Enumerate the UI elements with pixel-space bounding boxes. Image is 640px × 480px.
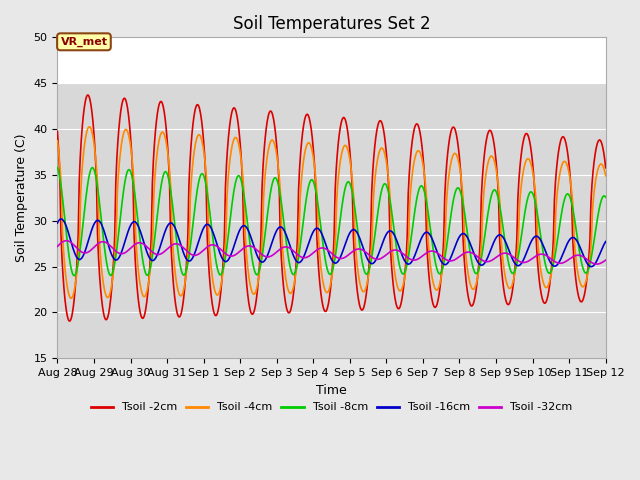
Tsoil -2cm — [262, 127, 270, 132]
Tsoil -16cm — [365, 258, 372, 264]
Tsoil -2cm — [563, 141, 570, 147]
Tsoil -8cm — [602, 194, 609, 200]
Tsoil -2cm — [365, 262, 373, 267]
Tsoil -2cm — [66, 318, 74, 324]
Text: VR_met: VR_met — [60, 36, 108, 47]
Tsoil -4cm — [576, 279, 584, 285]
Line: Tsoil -2cm: Tsoil -2cm — [58, 95, 605, 321]
Tsoil -4cm — [602, 173, 609, 179]
Bar — [58, 37, 605, 83]
Tsoil -8cm — [562, 193, 570, 199]
Tsoil -32cm — [593, 261, 600, 267]
Tsoil -2cm — [84, 92, 92, 98]
Line: Tsoil -32cm: Tsoil -32cm — [58, 240, 605, 264]
Tsoil -4cm — [365, 268, 373, 274]
Tsoil -4cm — [548, 266, 556, 272]
Tsoil -8cm — [124, 168, 131, 174]
Tsoil -2cm — [54, 129, 61, 134]
Tsoil -16cm — [54, 220, 61, 226]
Tsoil -16cm — [588, 264, 595, 270]
Tsoil -16cm — [602, 239, 609, 244]
Tsoil -16cm — [262, 256, 269, 262]
Line: Tsoil -16cm: Tsoil -16cm — [58, 219, 605, 267]
Tsoil -32cm — [602, 257, 609, 263]
Tsoil -32cm — [262, 254, 269, 260]
Tsoil -4cm — [86, 124, 93, 130]
Tsoil -16cm — [575, 242, 583, 248]
Tsoil -16cm — [57, 216, 65, 222]
Tsoil -16cm — [124, 230, 131, 236]
Tsoil -4cm — [262, 163, 270, 169]
Tsoil -32cm — [54, 243, 61, 249]
Tsoil -16cm — [562, 244, 570, 250]
Line: Tsoil -8cm: Tsoil -8cm — [58, 168, 605, 276]
Tsoil -2cm — [124, 108, 132, 114]
X-axis label: Time: Time — [316, 384, 347, 396]
Y-axis label: Soil Temperature (C): Soil Temperature (C) — [15, 133, 28, 262]
Tsoil -8cm — [262, 228, 269, 233]
Tsoil -2cm — [602, 165, 609, 171]
Tsoil -8cm — [575, 248, 583, 253]
Tsoil -32cm — [365, 252, 372, 257]
Tsoil -4cm — [124, 130, 132, 135]
Tsoil -4cm — [54, 138, 61, 144]
Legend: Tsoil -2cm, Tsoil -4cm, Tsoil -8cm, Tsoil -16cm, Tsoil -32cm: Tsoil -2cm, Tsoil -4cm, Tsoil -8cm, Tsoi… — [86, 398, 577, 417]
Tsoil -32cm — [562, 259, 570, 264]
Tsoil -32cm — [124, 248, 131, 254]
Line: Tsoil -4cm: Tsoil -4cm — [58, 127, 605, 299]
Tsoil -4cm — [563, 160, 570, 166]
Title: Soil Temperatures Set 2: Soil Temperatures Set 2 — [233, 15, 430, 33]
Tsoil -32cm — [575, 252, 583, 258]
Tsoil -8cm — [548, 268, 556, 274]
Tsoil -8cm — [70, 273, 78, 278]
Tsoil -8cm — [54, 165, 61, 170]
Tsoil -2cm — [576, 297, 584, 303]
Tsoil -8cm — [365, 268, 372, 274]
Tsoil -16cm — [548, 261, 556, 267]
Tsoil -32cm — [63, 238, 70, 243]
Tsoil -4cm — [67, 296, 75, 301]
Tsoil -32cm — [548, 256, 556, 262]
Tsoil -2cm — [548, 260, 556, 266]
